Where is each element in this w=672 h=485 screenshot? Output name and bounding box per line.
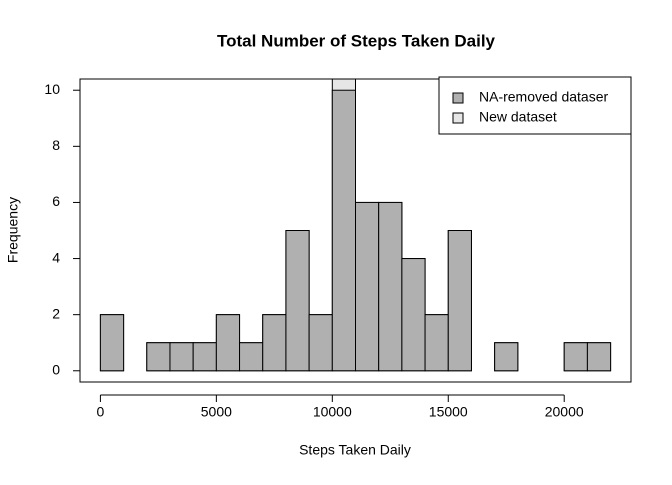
y-tick-label: 4 — [52, 249, 60, 265]
x-tick-label: 10000 — [313, 404, 352, 420]
chart-title: Total Number of Steps Taken Daily — [217, 31, 496, 50]
y-axis-label: Frequency — [5, 197, 21, 263]
legend-swatch — [452, 112, 464, 124]
bar — [355, 201, 380, 372]
bar — [586, 342, 612, 372]
bars — [99, 79, 612, 372]
y-tick-label: 2 — [52, 305, 60, 321]
y-tick-label: 0 — [52, 361, 60, 377]
bar — [99, 314, 125, 372]
bar — [424, 314, 449, 372]
y-tick-label: 10 — [44, 81, 60, 97]
bar — [215, 314, 241, 372]
bar — [146, 342, 171, 372]
x-tick-label: 0 — [97, 404, 105, 420]
x-axis-label: Steps Taken Daily — [299, 442, 411, 458]
bar — [331, 89, 356, 372]
bar — [401, 258, 426, 372]
legend-box — [438, 76, 632, 135]
x-tick-label: 5000 — [201, 404, 232, 420]
x-tick-label: 20000 — [545, 404, 584, 420]
x-tick-label: 15000 — [429, 404, 468, 420]
bar — [192, 342, 217, 372]
bar — [563, 342, 588, 372]
legend-label: NA-removed dataser — [479, 89, 609, 105]
bar — [262, 314, 287, 372]
legend-swatch — [452, 92, 464, 104]
y-tick-label: 6 — [52, 193, 60, 209]
y-tick-label: 8 — [52, 137, 60, 153]
bar — [447, 230, 472, 372]
bar — [494, 342, 519, 372]
bar — [239, 342, 264, 372]
bar — [378, 201, 403, 372]
bar — [308, 314, 333, 372]
bar — [169, 342, 194, 372]
legend-label: New dataset — [479, 109, 557, 125]
bar — [285, 230, 310, 372]
